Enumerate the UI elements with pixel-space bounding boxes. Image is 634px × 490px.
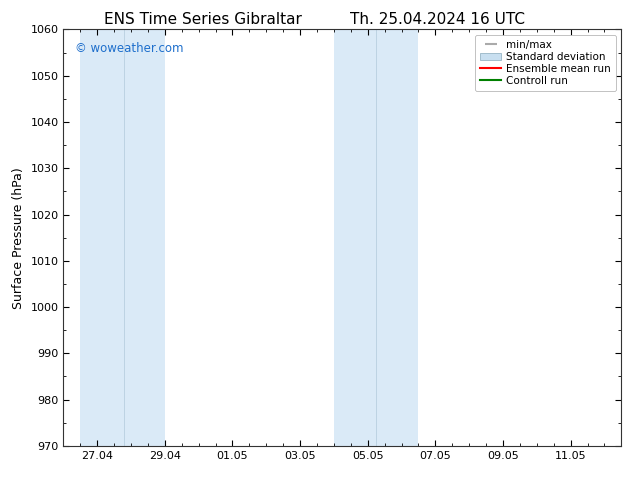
Bar bbox=[81, 29, 165, 446]
Legend: min/max, Standard deviation, Ensemble mean run, Controll run: min/max, Standard deviation, Ensemble me… bbox=[475, 35, 616, 91]
Text: ENS Time Series Gibraltar: ENS Time Series Gibraltar bbox=[104, 12, 302, 27]
Bar bbox=[334, 29, 418, 446]
Text: Th. 25.04.2024 16 UTC: Th. 25.04.2024 16 UTC bbox=[350, 12, 525, 27]
Text: © woweather.com: © woweather.com bbox=[75, 42, 183, 55]
Y-axis label: Surface Pressure (hPa): Surface Pressure (hPa) bbox=[12, 167, 25, 309]
